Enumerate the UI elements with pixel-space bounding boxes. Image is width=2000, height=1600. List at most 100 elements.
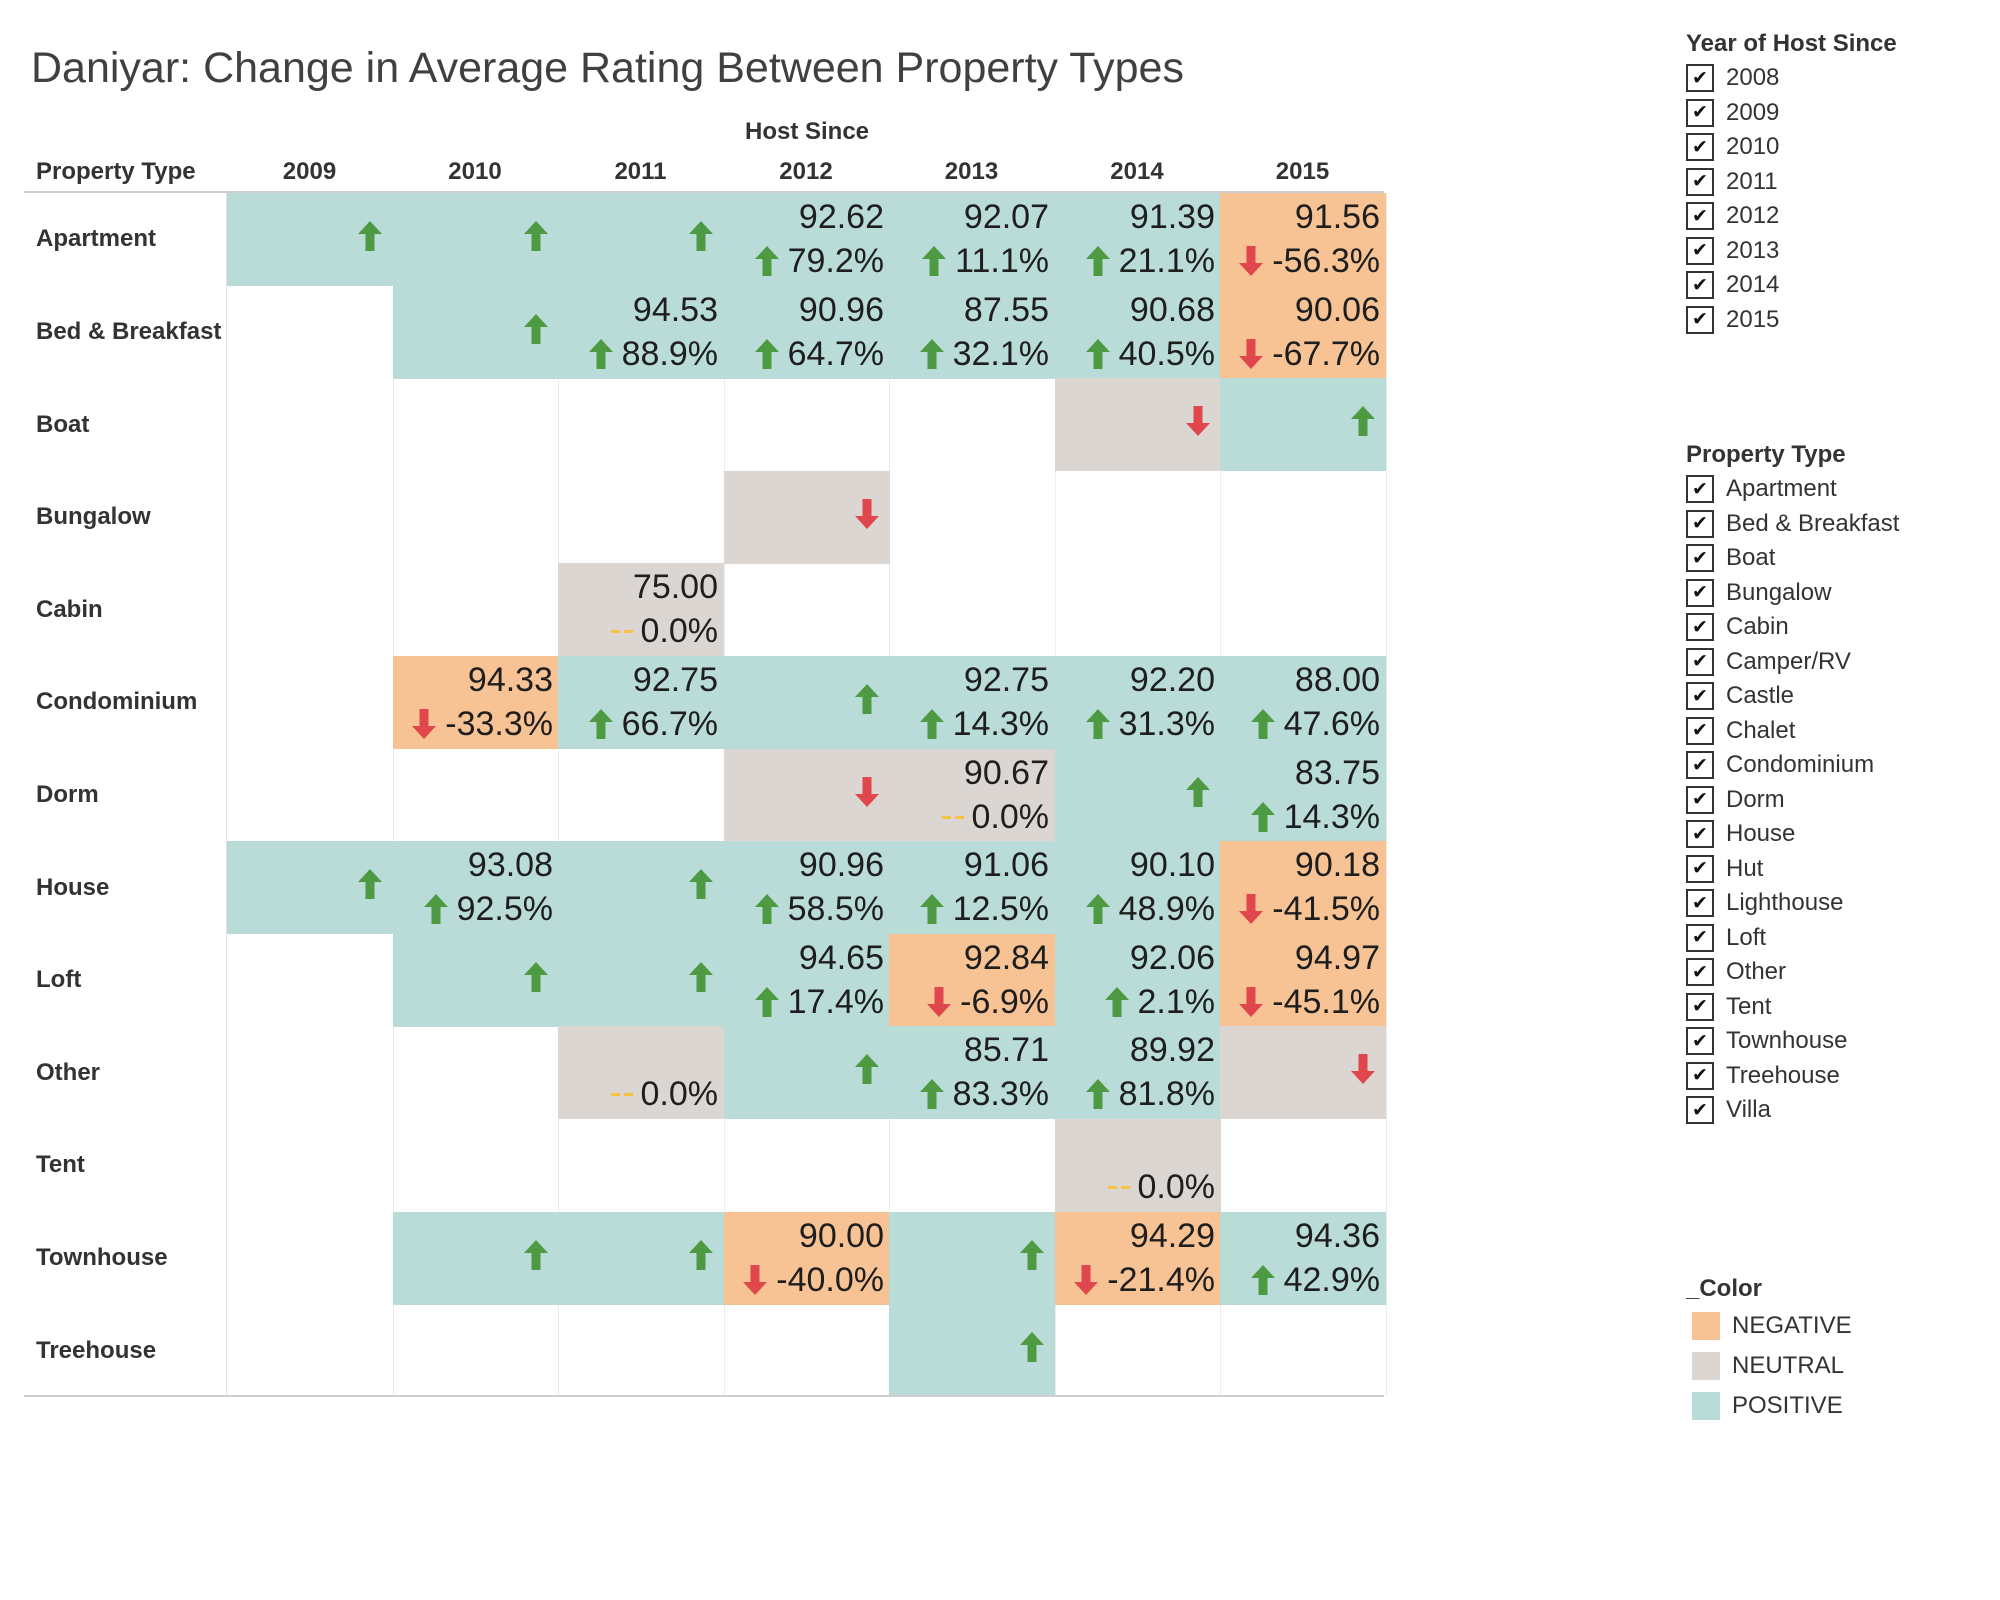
filter-option-camper-rv[interactable]: ✔ Camper/RV [1686, 645, 1851, 679]
cell-value: 87.55 [963, 291, 1049, 329]
cell-percent: 79.2% [787, 242, 884, 280]
filter-option-tent[interactable]: ✔ Tent [1686, 990, 1771, 1024]
cell-other-2013: 85.71 83.3% [889, 1026, 1055, 1119]
cell-trend [688, 868, 714, 905]
filter-option-condominium[interactable]: ✔ Condominium [1686, 748, 1874, 782]
cell-treehouse-2013 [889, 1304, 1055, 1397]
filter-option-2015[interactable]: ✔ 2015 [1686, 303, 1779, 337]
cell-percent: 12.5% [952, 890, 1049, 928]
filter-option-cabin[interactable]: ✔ Cabin [1686, 610, 1789, 644]
filter-option-label: Cabin [1726, 613, 1789, 640]
filter-option-2010[interactable]: ✔ 2010 [1686, 130, 1779, 164]
cell-townhouse-2014: 94.29 -21.4% [1055, 1212, 1221, 1305]
checkbox[interactable]: ✔ [1686, 236, 1714, 265]
row-header-separator [226, 193, 227, 1395]
checkbox[interactable]: ✔ [1686, 854, 1714, 883]
checkbox[interactable]: ✔ [1686, 1096, 1714, 1124]
arrow-up-icon [919, 709, 944, 739]
color-legend-item-negative[interactable]: NEGATIVE [1692, 1309, 1852, 1343]
filter-option-apartment[interactable]: ✔ Apartment [1686, 472, 1837, 506]
filter-option-loft[interactable]: ✔ Loft [1686, 921, 1766, 955]
checkbox[interactable]: ✔ [1686, 64, 1714, 92]
cell-loft-2010 [393, 934, 559, 1027]
arrow-down-icon [855, 499, 879, 529]
checkbox[interactable]: ✔ [1686, 958, 1714, 986]
checkbox[interactable]: ✔ [1686, 98, 1714, 127]
cell-apartment-2013: 92.07 11.1% [889, 193, 1055, 286]
checkbox[interactable]: ✔ [1686, 785, 1714, 814]
filter-option-boat[interactable]: ✔ Boat [1686, 541, 1775, 575]
checkmark-icon: ✔ [1692, 170, 1708, 192]
row-label-condominium: Condominium [36, 688, 198, 716]
cell-other-2014: 89.92 81.8% [1055, 1026, 1221, 1119]
filter-option-castle[interactable]: ✔ Castle [1686, 679, 1794, 713]
filter-option-villa[interactable]: ✔ Villa [1686, 1093, 1771, 1127]
cell-trend [523, 313, 549, 350]
cell-percent: 14.3% [952, 705, 1049, 743]
filter-option-lighthouse[interactable]: ✔ Lighthouse [1686, 886, 1843, 920]
filter-option-2013[interactable]: ✔ 2013 [1686, 234, 1779, 268]
filter-option-chalet[interactable]: ✔ Chalet [1686, 714, 1795, 748]
color-legend-item-positive[interactable]: POSITIVE [1692, 1389, 1843, 1423]
checkbox[interactable]: ✔ [1686, 751, 1714, 779]
filter-option-townhouse[interactable]: ✔ Townhouse [1686, 1024, 1847, 1058]
checkbox[interactable]: ✔ [1686, 202, 1714, 230]
cell-bed-and-breakfast-2013: 87.55 32.1% [889, 286, 1055, 379]
filter-option-2014[interactable]: ✔ 2014 [1686, 268, 1779, 302]
checkbox[interactable]: ✔ [1686, 305, 1714, 334]
cell-percent: 11.1% [955, 242, 1049, 280]
cell-trend [688, 1239, 714, 1276]
cell-value: 92.84 [963, 939, 1049, 977]
checkbox[interactable]: ✔ [1686, 133, 1714, 161]
arrow-up-icon [423, 894, 448, 924]
arrow-up-icon [919, 894, 944, 924]
checkmark-icon: ✔ [1692, 822, 1708, 845]
filter-option-dorm[interactable]: ✔ Dorm [1686, 783, 1785, 817]
filter-option-2011[interactable]: ✔ 2011 [1686, 165, 1778, 199]
row-label-cabin: Cabin [36, 595, 103, 623]
checkbox[interactable]: ✔ [1686, 509, 1714, 538]
checkbox[interactable]: ✔ [1686, 1027, 1714, 1055]
table-top-rule [24, 191, 1384, 193]
filter-option-house[interactable]: ✔ House [1686, 817, 1795, 851]
checkbox[interactable]: ✔ [1686, 544, 1714, 572]
arrow-down-icon [855, 777, 879, 807]
checkbox[interactable]: ✔ [1686, 271, 1714, 299]
checkbox[interactable]: ✔ [1686, 889, 1714, 917]
cell-trend [523, 1239, 549, 1276]
color-legend-item-neutral[interactable]: NEUTRAL [1692, 1349, 1844, 1383]
cell-percent: 0.0% [640, 1075, 719, 1113]
arrow-up-icon [919, 339, 944, 369]
checkbox[interactable]: ✔ [1686, 167, 1714, 196]
filter-option-treehouse[interactable]: ✔ Treehouse [1686, 1059, 1840, 1093]
cell-apartment-2015: 91.56 -56.3% [1220, 193, 1386, 286]
cell-percent: 32.1% [952, 335, 1049, 373]
filter-option-label: Boat [1726, 544, 1776, 571]
filter-option-bungalow[interactable]: ✔ Bungalow [1686, 576, 1831, 610]
cell-trend [854, 498, 880, 535]
checkbox[interactable]: ✔ [1686, 682, 1714, 710]
checkbox[interactable]: ✔ [1686, 820, 1714, 848]
filter-option-2012[interactable]: ✔ 2012 [1686, 199, 1779, 233]
filter-option-hut[interactable]: ✔ Hut [1686, 852, 1763, 886]
checkbox[interactable]: ✔ [1686, 992, 1714, 1021]
cell-change: 0.0% [1107, 1166, 1215, 1208]
cell-trend [523, 961, 549, 998]
cell-trend [1019, 1331, 1045, 1368]
filter-option-2008[interactable]: ✔ 2008 [1686, 61, 1779, 95]
checkmark-icon: ✔ [1692, 995, 1708, 1017]
checkbox[interactable]: ✔ [1686, 647, 1714, 676]
filter-option-2009[interactable]: ✔ 2009 [1686, 96, 1779, 130]
checkbox[interactable]: ✔ [1686, 613, 1714, 641]
arrow-up-icon [1085, 1079, 1110, 1109]
filter-option-other[interactable]: ✔ Other [1686, 955, 1786, 989]
checkbox[interactable]: ✔ [1686, 1061, 1714, 1090]
checkbox[interactable]: ✔ [1686, 475, 1714, 503]
checkbox[interactable]: ✔ [1686, 923, 1714, 952]
cell-house-2013: 91.06 12.5% [889, 841, 1055, 934]
checkbox[interactable]: ✔ [1686, 578, 1714, 607]
cell-change: 83.3% [919, 1073, 1049, 1115]
checkbox[interactable]: ✔ [1686, 716, 1714, 745]
arrow-up-icon [855, 1054, 879, 1084]
filter-option-bed-and-breakfast[interactable]: ✔ Bed & Breakfast [1686, 507, 1899, 541]
